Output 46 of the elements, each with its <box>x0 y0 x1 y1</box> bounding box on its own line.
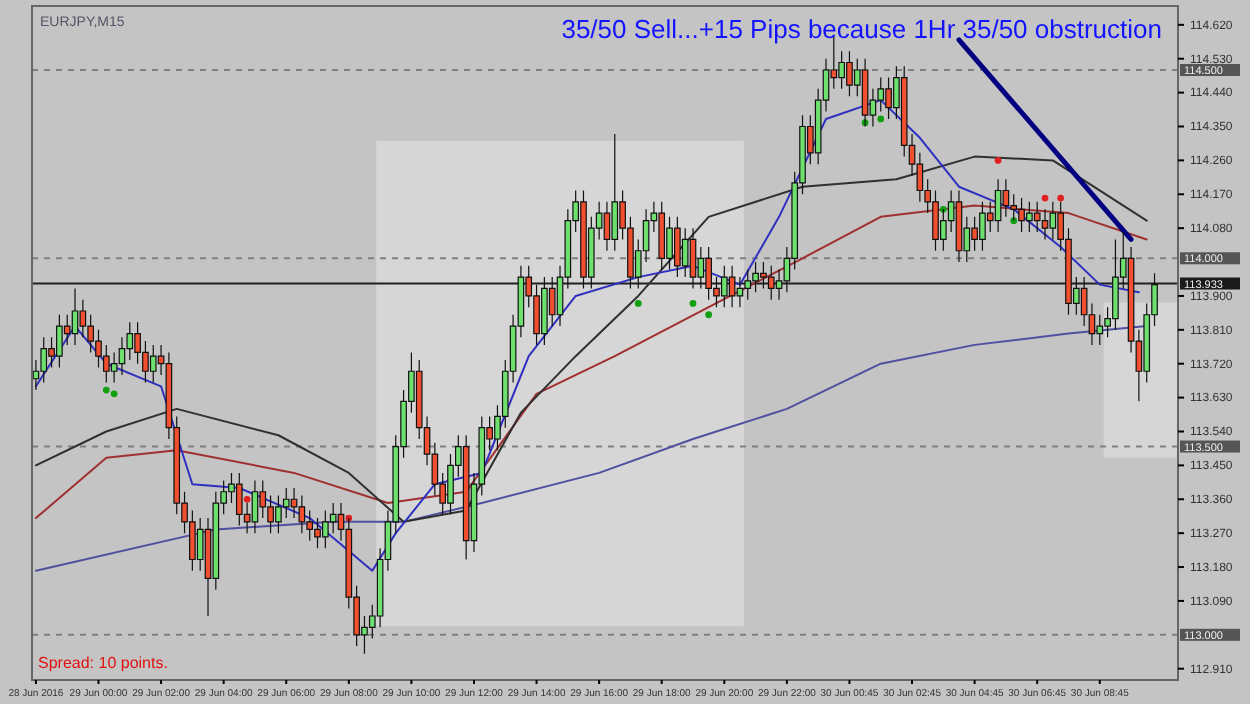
point <box>243 495 251 503</box>
point <box>102 386 110 394</box>
candlestick <box>314 517 321 549</box>
line-series <box>34 325 1148 572</box>
candlestick <box>994 178 1002 233</box>
point <box>1057 194 1065 202</box>
candlestick <box>275 494 282 534</box>
candlestick <box>658 201 666 271</box>
point <box>689 300 697 307</box>
candlestick <box>744 268 752 301</box>
point <box>110 390 118 398</box>
annotation: 35/50 Sell...+15 Pips because 1Hr 35/50 obstruction <box>561 14 1162 44</box>
candlestick <box>1041 208 1049 241</box>
candlestick <box>462 434 470 561</box>
candlestick <box>674 216 681 278</box>
candlestick <box>767 265 775 301</box>
candlestick <box>71 287 79 346</box>
candlestick <box>56 314 63 369</box>
candlestick <box>611 133 619 252</box>
candlestick <box>149 344 157 384</box>
candlestick <box>1033 201 1041 233</box>
point <box>1041 194 1049 202</box>
candlestick <box>251 479 259 534</box>
annotation: Spread: 10 points. <box>38 654 168 672</box>
candlestick <box>1026 201 1033 233</box>
point <box>877 115 885 123</box>
candlestick <box>1018 197 1025 233</box>
candlestick <box>541 276 548 346</box>
candlestick <box>846 50 853 97</box>
candlestick <box>689 227 697 289</box>
candlestick <box>298 494 306 534</box>
candlestick <box>235 472 243 527</box>
candlestick <box>322 509 329 549</box>
candlestick <box>728 265 736 308</box>
candlestick <box>720 265 728 308</box>
candlestick <box>955 189 963 263</box>
candlestick <box>40 336 48 384</box>
point <box>634 300 642 307</box>
candlestick <box>979 201 986 252</box>
candlestick <box>705 246 712 301</box>
point <box>994 157 1002 164</box>
candlestick <box>580 189 587 289</box>
candlestick <box>1112 238 1119 331</box>
candlestick <box>752 261 759 293</box>
point <box>705 311 713 319</box>
line-series <box>34 99 1140 572</box>
